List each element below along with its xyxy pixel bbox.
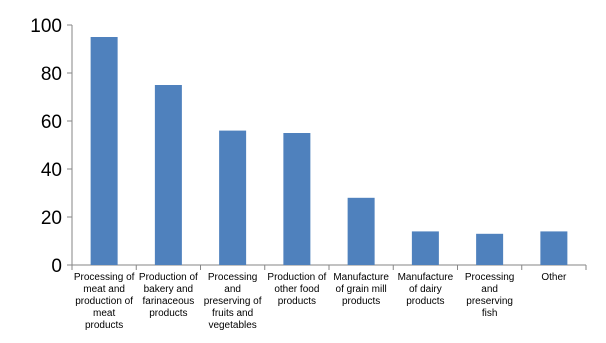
bar — [476, 233, 504, 265]
y-tick-label: 60 — [41, 112, 62, 133]
bar — [540, 231, 568, 265]
x-tick-label: Production of bakery and farinaceous produc… — [139, 272, 198, 319]
x-tick-label: Processing and preserving of fruits and vege… — [204, 272, 262, 331]
bar — [219, 130, 247, 265]
bar — [154, 85, 182, 265]
bar — [90, 37, 118, 265]
x-tick-label: Processing and preserving fish — [465, 272, 514, 319]
x-tick-label: Processing of meat and production of meat pr… — [74, 272, 135, 331]
x-tick-label: Other — [541, 272, 567, 283]
bar — [411, 231, 439, 265]
bar — [283, 133, 311, 265]
y-tick-label: 40 — [41, 160, 62, 181]
bar — [347, 197, 375, 265]
x-tick-label: Production of other food products — [267, 272, 326, 307]
x-axis — [71, 264, 587, 270]
y-tick-label: 0 — [51, 256, 62, 277]
y-tick-label: 80 — [41, 64, 62, 85]
y-tick-label: 20 — [41, 208, 62, 229]
y-axis: 0 20 40 60 80 100 — [30, 16, 73, 277]
x-tick-label: Manufacture of grain mill products — [333, 272, 389, 307]
x-tick-label: Manufacture of dairy products — [398, 272, 454, 307]
bars — [90, 37, 568, 265]
category-labels: Processing of meat and production of meat pr… — [74, 272, 567, 331]
y-tick-label: 100 — [30, 16, 62, 37]
